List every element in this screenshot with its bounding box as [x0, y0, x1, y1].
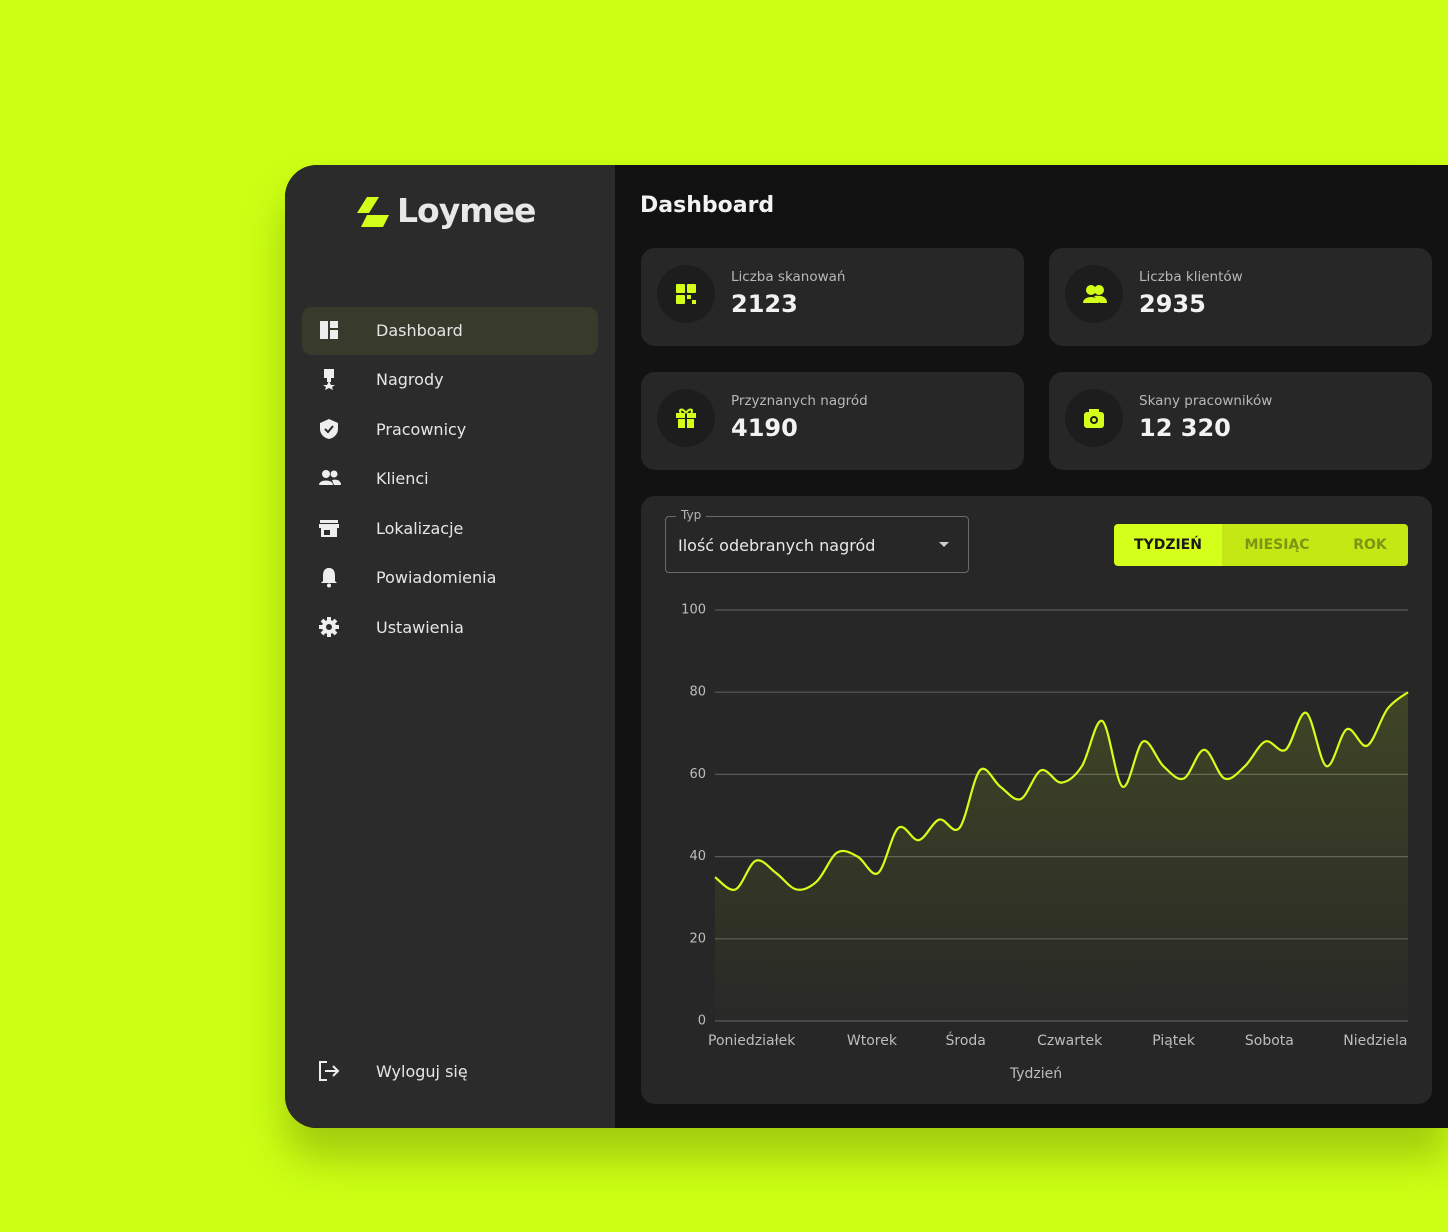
nav-label: Ustawienia	[376, 618, 464, 637]
select-value: Ilość odebranych nagród	[678, 536, 876, 555]
type-select[interactable]: Typ Ilość odebranych nagród	[665, 508, 969, 573]
icon	[319, 1061, 340, 1081]
stat-value: 12 320	[1139, 414, 1231, 442]
nav-label: Klienci	[376, 469, 429, 488]
stat-icon	[657, 389, 715, 447]
y-tick-label: 80	[689, 685, 706, 700]
brand: Loymee	[397, 191, 536, 230]
y-tick-label: 60	[689, 767, 706, 782]
icon	[320, 419, 338, 439]
stat-card: Przyznanych nagród 4190	[641, 372, 1024, 470]
x-tick-label: Środa	[946, 1031, 986, 1049]
stat-card: Skany pracowników 12 320	[1049, 372, 1432, 470]
stat-icon	[1065, 265, 1123, 323]
nav-item[interactable]: Nagrody	[302, 356, 598, 404]
y-tick-label: 0	[698, 1014, 706, 1029]
x-tick-label: Niedziela	[1343, 1033, 1407, 1049]
select-label: Typ	[676, 508, 707, 522]
nav-item[interactable]: Powiadomienia	[302, 554, 598, 602]
stat-label: Skany pracowników	[1139, 393, 1273, 409]
chart-card: Typ Ilość odebranych nagród TYDZIEŃ MIES…	[641, 496, 1432, 1104]
nav-label: Dashboard	[376, 321, 463, 340]
logout-label: Wyloguj się	[376, 1062, 468, 1081]
nav-label: Lokalizacje	[376, 519, 464, 538]
icon	[319, 470, 341, 485]
icon	[319, 520, 339, 537]
stat-icon	[657, 265, 715, 323]
period-button[interactable]: TYDZIEŃ	[1114, 524, 1222, 566]
nav-item[interactable]: Dashboard	[302, 307, 598, 355]
icon	[321, 568, 337, 588]
nav-item[interactable]: Klienci	[302, 455, 598, 503]
nav-label: Nagrody	[376, 370, 444, 389]
logo-mark	[357, 197, 389, 227]
x-tick-label: Sobota	[1245, 1033, 1294, 1049]
x-tick-label: Poniedziałek	[708, 1033, 796, 1049]
y-tick-label: 100	[681, 603, 706, 618]
period-button[interactable]: MIESIĄC	[1222, 524, 1332, 566]
nav-item[interactable]: Lokalizacje	[302, 505, 598, 553]
line	[714, 691, 1409, 891]
x-tick-label: Czwartek	[1037, 1033, 1103, 1049]
stat-label: Liczba klientów	[1139, 269, 1243, 285]
page-title: Dashboard	[640, 193, 775, 218]
app-window: Loymee Dashboard Nagrody Pracownicy Klie…	[285, 165, 1448, 1128]
icon	[323, 369, 335, 390]
x-axis-title: Tydzień	[1009, 1066, 1062, 1082]
dropdown-arrow	[939, 542, 949, 547]
sidebar: Loymee Dashboard Nagrody Pracownicy Klie…	[285, 165, 615, 1128]
stat-label: Przyznanych nagród	[731, 393, 868, 409]
y-tick-label: 40	[689, 849, 706, 864]
area	[715, 692, 1408, 1021]
nav-item[interactable]: Pracownicy	[302, 406, 598, 454]
nav-item[interactable]: Ustawienia	[302, 604, 598, 652]
y-tick-label: 20	[689, 931, 706, 946]
x-tick-label: Wtorek	[847, 1033, 898, 1049]
icon	[319, 617, 339, 637]
stat-value: 4190	[731, 414, 798, 442]
stat-card: Liczba skanowań 2123	[641, 248, 1024, 346]
period-toggle: TYDZIEŃ MIESIĄC ROK	[1114, 524, 1408, 566]
period-button[interactable]: ROK	[1332, 524, 1408, 566]
stat-card: Liczba klientów 2935	[1049, 248, 1432, 346]
nav-label: Pracownicy	[376, 420, 467, 439]
stat-value: 2935	[1139, 290, 1206, 318]
stat-label: Liczba skanowań	[731, 269, 846, 285]
nav-label: Powiadomienia	[376, 568, 497, 587]
icon	[320, 321, 338, 339]
stat-value: 2123	[731, 290, 798, 318]
stat-icon	[1065, 389, 1123, 447]
logout[interactable]: Wyloguj się	[302, 1048, 598, 1096]
chart: Tydzień 0 20 40 60 80 100 Poniedziałek Wtorek Śr…	[681, 603, 1409, 1082]
x-tick-label: Piątek	[1152, 1033, 1196, 1049]
